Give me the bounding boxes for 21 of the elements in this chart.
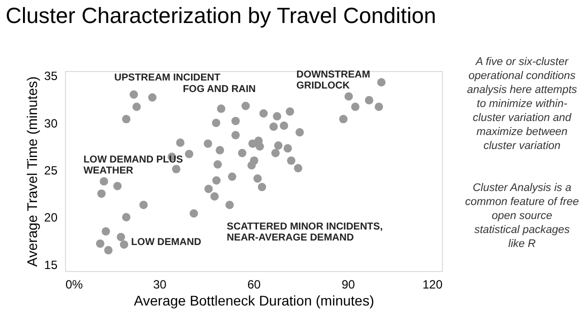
x-tick-label: 60 bbox=[247, 278, 261, 292]
x-axis-title: Average Bottleneck Duration (minutes) bbox=[134, 292, 374, 308]
x-tick-label: 0% bbox=[66, 278, 84, 292]
x-tick-label: 120 bbox=[422, 278, 443, 292]
text: Cluster Analysis is a common feature of free open source statistical packages like R bbox=[465, 182, 579, 250]
series-label: UPSTREAM INCIDENT bbox=[114, 72, 220, 84]
y-axis-title: Average Travel Time (minutes) bbox=[24, 76, 40, 267]
x-tick-label: 90 bbox=[342, 278, 356, 292]
series-label: SCATTERED MINOR INCIDENTS, NEAR-AVERAGE DEMAND bbox=[226, 221, 383, 244]
y-tick-label: 30 bbox=[44, 116, 58, 130]
series-label: LOW DEMAND PLUS WEATHER bbox=[83, 154, 184, 176]
x-tick-label: 30 bbox=[153, 278, 167, 292]
y-tick-label: 15 bbox=[44, 258, 58, 272]
y-tick-label: 20 bbox=[44, 210, 58, 225]
series-label: FOG AND RAIN bbox=[182, 84, 256, 95]
y-tick-label: 35 bbox=[44, 69, 58, 84]
text: A five or six-cluster operational conditions analysis here attempts to minimize within-cluster variation and maximize between cluster variation bbox=[466, 56, 578, 152]
series-label: DOWNSTREAM GRIDLOCK bbox=[296, 69, 370, 92]
series-label: LOW DEMAND bbox=[131, 237, 202, 248]
y-tick-label: 25 bbox=[44, 164, 58, 178]
chart-title: Cluster Characterization by Travel Condition bbox=[6, 3, 436, 28]
